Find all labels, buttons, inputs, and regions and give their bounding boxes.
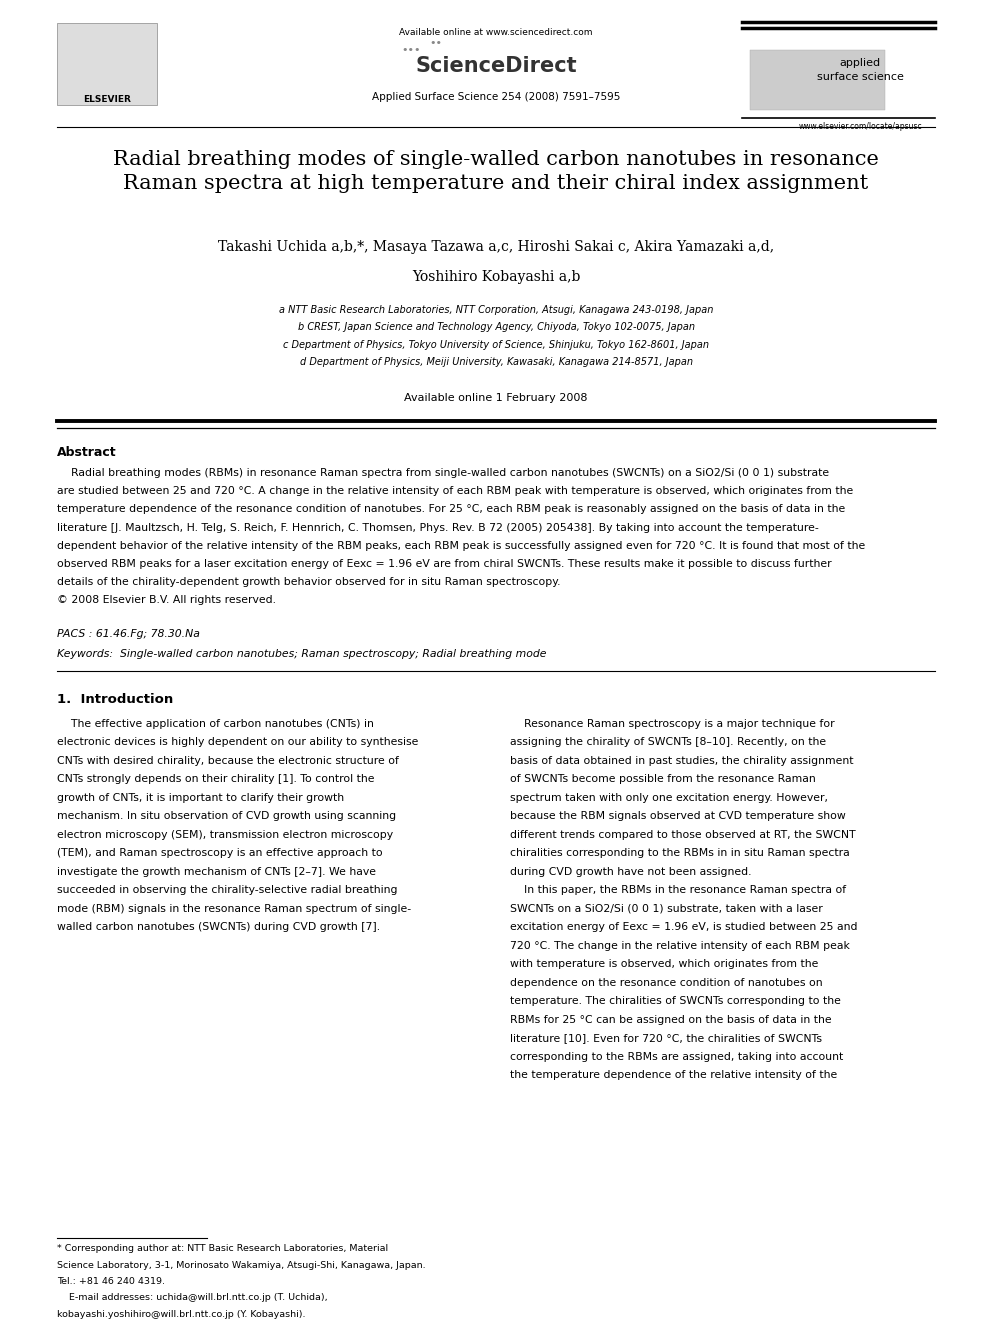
Text: www.elsevier.com/locate/apsusc: www.elsevier.com/locate/apsusc bbox=[799, 122, 922, 131]
Text: Keywords:  Single-walled carbon nanotubes; Raman spectroscopy; Radial breathing : Keywords: Single-walled carbon nanotubes… bbox=[57, 648, 547, 659]
Text: dependent behavior of the relative intensity of the RBM peaks, each RBM peak is : dependent behavior of the relative inten… bbox=[57, 541, 865, 550]
Text: succeeded in observing the chirality-selective radial breathing: succeeded in observing the chirality-sel… bbox=[57, 885, 398, 896]
Text: applied: applied bbox=[839, 58, 881, 67]
Text: surface science: surface science bbox=[816, 71, 904, 82]
Text: mode (RBM) signals in the resonance Raman spectrum of single-: mode (RBM) signals in the resonance Rama… bbox=[57, 904, 411, 914]
Text: walled carbon nanotubes (SWCNTs) during CVD growth [7].: walled carbon nanotubes (SWCNTs) during … bbox=[57, 922, 380, 933]
Text: Available online at www.sciencedirect.com: Available online at www.sciencedirect.co… bbox=[399, 28, 593, 37]
Bar bbox=[57, 22, 157, 105]
Text: growth of CNTs, it is important to clarify their growth: growth of CNTs, it is important to clari… bbox=[57, 792, 344, 803]
Text: electron microscopy (SEM), transmission electron microscopy: electron microscopy (SEM), transmission … bbox=[57, 830, 393, 840]
Text: RBMs for 25 °C can be assigned on the basis of data in the: RBMs for 25 °C can be assigned on the ba… bbox=[510, 1015, 831, 1024]
Text: © 2008 Elsevier B.V. All rights reserved.: © 2008 Elsevier B.V. All rights reserved… bbox=[57, 595, 276, 606]
Text: E-mail addresses: uchida@will.brl.ntt.co.jp (T. Uchida),: E-mail addresses: uchida@will.brl.ntt.co… bbox=[57, 1294, 327, 1303]
Text: kobayashi.yoshihiro@will.brl.ntt.co.jp (Y. Kobayashi).: kobayashi.yoshihiro@will.brl.ntt.co.jp (… bbox=[57, 1310, 306, 1319]
Text: during CVD growth have not been assigned.: during CVD growth have not been assigned… bbox=[510, 867, 752, 877]
Text: basis of data obtained in past studies, the chirality assignment: basis of data obtained in past studies, … bbox=[510, 755, 853, 766]
Text: because the RBM signals observed at CVD temperature show: because the RBM signals observed at CVD … bbox=[510, 811, 846, 822]
Bar bbox=[750, 50, 885, 110]
Text: 720 °C. The change in the relative intensity of each RBM peak: 720 °C. The change in the relative inten… bbox=[510, 941, 850, 951]
Text: Radial breathing modes of single-walled carbon nanotubes in resonance
Raman spec: Radial breathing modes of single-walled … bbox=[113, 149, 879, 193]
Text: b CREST, Japan Science and Technology Agency, Chiyoda, Tokyo 102-0075, Japan: b CREST, Japan Science and Technology Ag… bbox=[298, 323, 694, 332]
Text: assigning the chirality of SWCNTs [8–10]. Recently, on the: assigning the chirality of SWCNTs [8–10]… bbox=[510, 737, 826, 747]
Text: are studied between 25 and 720 °C. A change in the relative intensity of each RB: are studied between 25 and 720 °C. A cha… bbox=[57, 486, 853, 496]
Text: The effective application of carbon nanotubes (CNTs) in: The effective application of carbon nano… bbox=[57, 718, 374, 729]
Text: temperature dependence of the resonance condition of nanotubes. For 25 °C, each : temperature dependence of the resonance … bbox=[57, 504, 845, 515]
Text: electronic devices is highly dependent on our ability to synthesise: electronic devices is highly dependent o… bbox=[57, 737, 419, 747]
Text: literature [10]. Even for 720 °C, the chiralities of SWCNTs: literature [10]. Even for 720 °C, the ch… bbox=[510, 1033, 822, 1043]
Text: Radial breathing modes (RBMs) in resonance Raman spectra from single-walled carb: Radial breathing modes (RBMs) in resonan… bbox=[57, 468, 829, 478]
Text: different trends compared to those observed at RT, the SWCNT: different trends compared to those obser… bbox=[510, 830, 856, 840]
Text: 1.  Introduction: 1. Introduction bbox=[57, 693, 174, 705]
Text: ScienceDirect: ScienceDirect bbox=[416, 56, 576, 75]
Text: CNTs with desired chirality, because the electronic structure of: CNTs with desired chirality, because the… bbox=[57, 755, 399, 766]
Text: corresponding to the RBMs are assigned, taking into account: corresponding to the RBMs are assigned, … bbox=[510, 1052, 843, 1061]
Text: spectrum taken with only one excitation energy. However,: spectrum taken with only one excitation … bbox=[510, 792, 828, 803]
Text: In this paper, the RBMs in the resonance Raman spectra of: In this paper, the RBMs in the resonance… bbox=[510, 885, 846, 896]
Text: the temperature dependence of the relative intensity of the: the temperature dependence of the relati… bbox=[510, 1070, 837, 1080]
Text: investigate the growth mechanism of CNTs [2–7]. We have: investigate the growth mechanism of CNTs… bbox=[57, 867, 376, 877]
Text: SWCNTs on a SiO2/Si (0 0 1) substrate, taken with a laser: SWCNTs on a SiO2/Si (0 0 1) substrate, t… bbox=[510, 904, 822, 914]
Text: Abstract: Abstract bbox=[57, 446, 117, 459]
Text: d Department of Physics, Meiji University, Kawasaki, Kanagawa 214-8571, Japan: d Department of Physics, Meiji Universit… bbox=[300, 357, 692, 368]
Text: details of the chirality-dependent growth behavior observed for in situ Raman sp: details of the chirality-dependent growt… bbox=[57, 577, 560, 587]
Text: * Corresponding author at: NTT Basic Research Laboratories, Material: * Corresponding author at: NTT Basic Res… bbox=[57, 1244, 388, 1253]
Text: a NTT Basic Research Laboratories, NTT Corporation, Atsugi, Kanagawa 243-0198, J: a NTT Basic Research Laboratories, NTT C… bbox=[279, 306, 713, 315]
Text: (TEM), and Raman spectroscopy is an effective approach to: (TEM), and Raman spectroscopy is an effe… bbox=[57, 848, 383, 859]
Text: c Department of Physics, Tokyo University of Science, Shinjuku, Tokyo 162-8601, : c Department of Physics, Tokyo Universit… bbox=[283, 340, 709, 351]
Text: excitation energy of Eexc = 1.96 eV, is studied between 25 and: excitation energy of Eexc = 1.96 eV, is … bbox=[510, 922, 857, 933]
Text: PACS : 61.46.Fg; 78.30.Na: PACS : 61.46.Fg; 78.30.Na bbox=[57, 628, 199, 639]
Text: mechanism. In situ observation of CVD growth using scanning: mechanism. In situ observation of CVD gr… bbox=[57, 811, 396, 822]
Text: Yoshihiro Kobayashi a,b: Yoshihiro Kobayashi a,b bbox=[412, 270, 580, 284]
Text: CNTs strongly depends on their chirality [1]. To control the: CNTs strongly depends on their chirality… bbox=[57, 774, 375, 785]
Text: ••: •• bbox=[430, 38, 442, 48]
Text: ELSEVIER: ELSEVIER bbox=[83, 95, 131, 105]
Text: of SWCNTs become possible from the resonance Raman: of SWCNTs become possible from the reson… bbox=[510, 774, 815, 785]
Text: Resonance Raman spectroscopy is a major technique for: Resonance Raman spectroscopy is a major … bbox=[510, 718, 834, 729]
Text: literature [J. Maultzsch, H. Telg, S. Reich, F. Hennrich, C. Thomsen, Phys. Rev.: literature [J. Maultzsch, H. Telg, S. Re… bbox=[57, 523, 818, 533]
Text: Applied Surface Science 254 (2008) 7591–7595: Applied Surface Science 254 (2008) 7591–… bbox=[372, 93, 620, 102]
Text: Tel.: +81 46 240 4319.: Tel.: +81 46 240 4319. bbox=[57, 1277, 165, 1286]
Text: with temperature is observed, which originates from the: with temperature is observed, which orig… bbox=[510, 959, 818, 970]
Text: temperature. The chiralities of SWCNTs corresponding to the: temperature. The chiralities of SWCNTs c… bbox=[510, 996, 841, 1005]
Text: dependence on the resonance condition of nanotubes on: dependence on the resonance condition of… bbox=[510, 978, 822, 987]
Text: Available online 1 February 2008: Available online 1 February 2008 bbox=[405, 393, 587, 404]
Text: Science Laboratory, 3-1, Morinosato Wakamiya, Atsugi-Shi, Kanagawa, Japan.: Science Laboratory, 3-1, Morinosato Waka… bbox=[57, 1261, 426, 1270]
Text: observed RBM peaks for a laser excitation energy of Eexc = 1.96 eV are from chir: observed RBM peaks for a laser excitatio… bbox=[57, 560, 831, 569]
Text: •••: ••• bbox=[401, 45, 421, 56]
Text: Takashi Uchida a,b,*, Masaya Tazawa a,c, Hiroshi Sakai c, Akira Yamazaki a,d,: Takashi Uchida a,b,*, Masaya Tazawa a,c,… bbox=[218, 239, 774, 254]
Text: chiralities corresponding to the RBMs in in situ Raman spectra: chiralities corresponding to the RBMs in… bbox=[510, 848, 850, 859]
